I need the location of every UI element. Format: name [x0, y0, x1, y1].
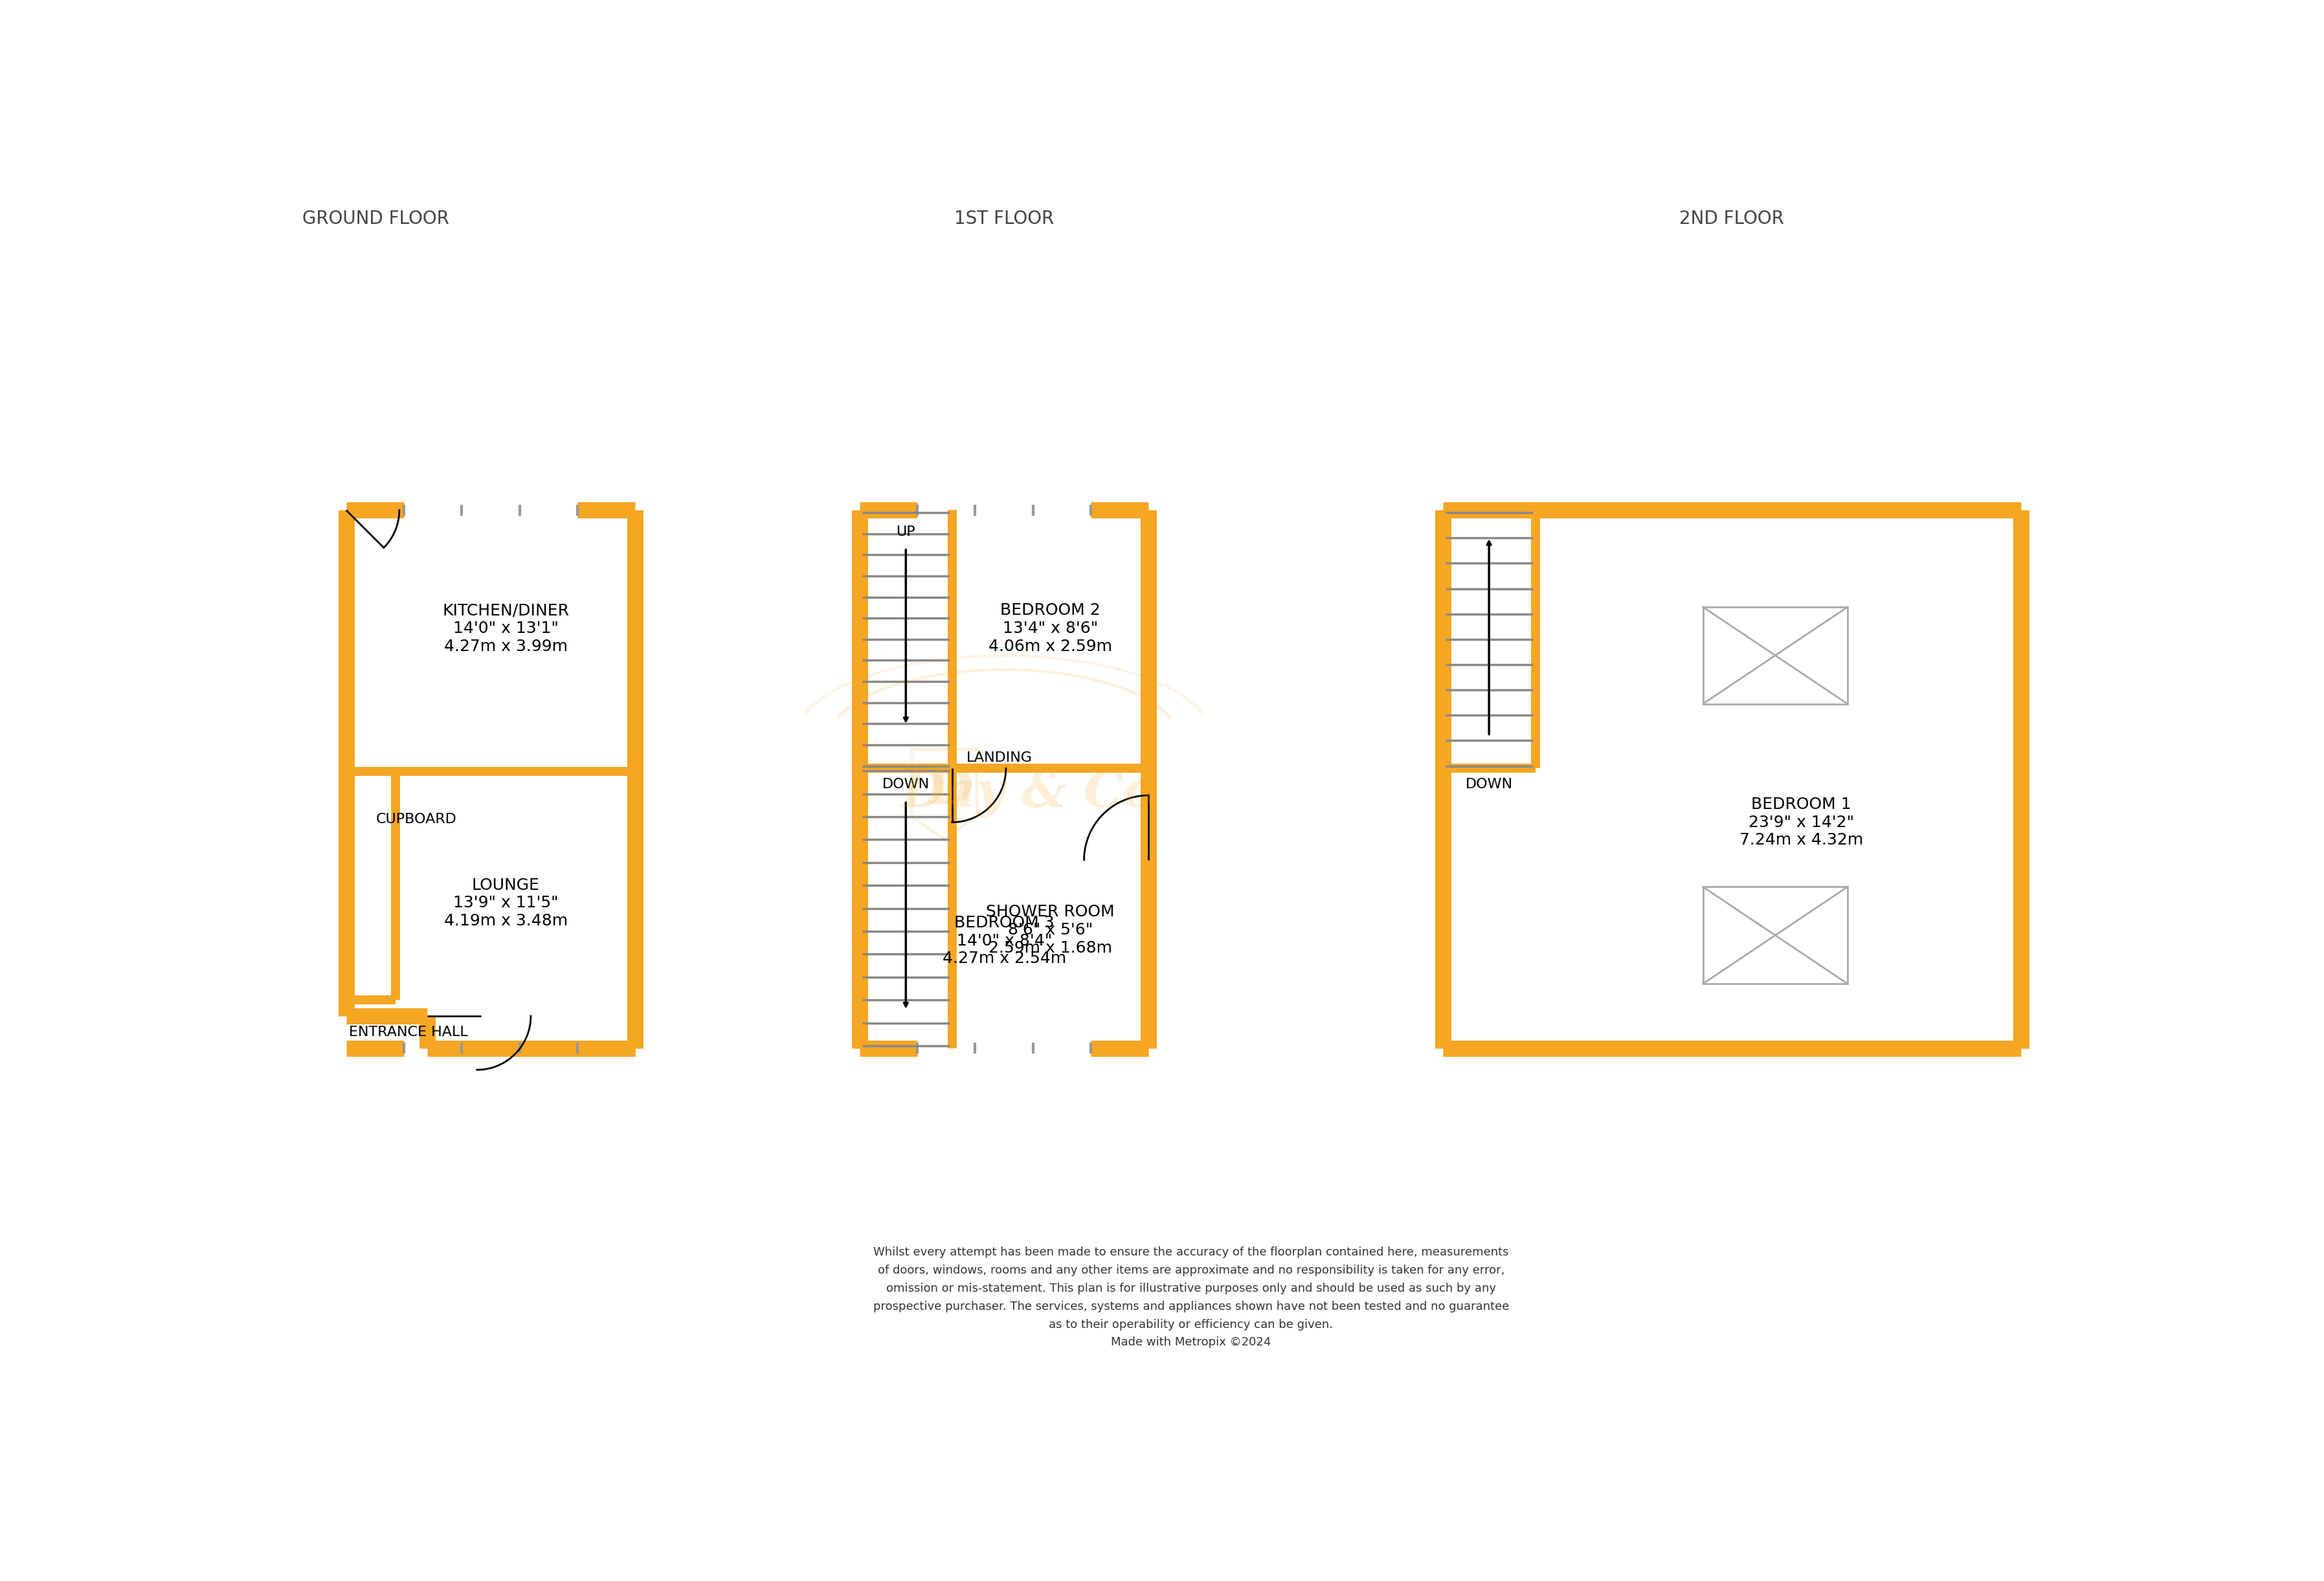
- Bar: [404, 506, 576, 515]
- Text: UP: UP: [897, 525, 916, 538]
- Bar: [1703, 607, 1848, 704]
- Text: 2ND FLOOR: 2ND FLOOR: [1680, 210, 1785, 228]
- Bar: [918, 506, 1090, 515]
- Text: SHOWER ROOM
8'6" x 5'6"
2.59m x 1.68m: SHOWER ROOM 8'6" x 5'6" 2.59m x 1.68m: [985, 904, 1116, 955]
- Text: 1ST FLOOR: 1ST FLOOR: [955, 210, 1055, 228]
- Bar: [1703, 887, 1848, 983]
- Text: D: D: [925, 764, 974, 816]
- Text: LOUNGE
13'9" x 11'5"
4.19m x 3.48m: LOUNGE 13'9" x 11'5" 4.19m x 3.48m: [444, 877, 567, 928]
- Bar: [918, 1043, 1090, 1053]
- Text: DOWN: DOWN: [883, 778, 930, 790]
- Text: CUPBOARD: CUPBOARD: [376, 813, 458, 825]
- Text: DOWN: DOWN: [1466, 778, 1513, 790]
- Text: ENTRANCE HALL: ENTRANCE HALL: [349, 1026, 467, 1039]
- Text: BEDROOM 1
23'9" x 14'2"
7.24m x 4.32m: BEDROOM 1 23'9" x 14'2" 7.24m x 4.32m: [1738, 797, 1864, 847]
- Bar: [404, 1043, 576, 1053]
- Text: LANDING: LANDING: [967, 751, 1032, 764]
- Text: BEDROOM 2
13'4" x 8'6"
4.06m x 2.59m: BEDROOM 2 13'4" x 8'6" 4.06m x 2.59m: [988, 602, 1113, 655]
- Text: Day & Co: Day & Co: [902, 770, 1157, 817]
- Text: GROUND FLOOR: GROUND FLOOR: [302, 210, 449, 228]
- Text: Whilst every attempt has been made to ensure the accuracy of the floorplan conta: Whilst every attempt has been made to en…: [874, 1247, 1508, 1349]
- Text: BEDROOM 3
14'0" x 8'4"
4.27m x 2.54m: BEDROOM 3 14'0" x 8'4" 4.27m x 2.54m: [941, 915, 1067, 966]
- Text: KITCHEN/DINER
14'0" x 13'1"
4.27m x 3.99m: KITCHEN/DINER 14'0" x 13'1" 4.27m x 3.99…: [442, 602, 569, 655]
